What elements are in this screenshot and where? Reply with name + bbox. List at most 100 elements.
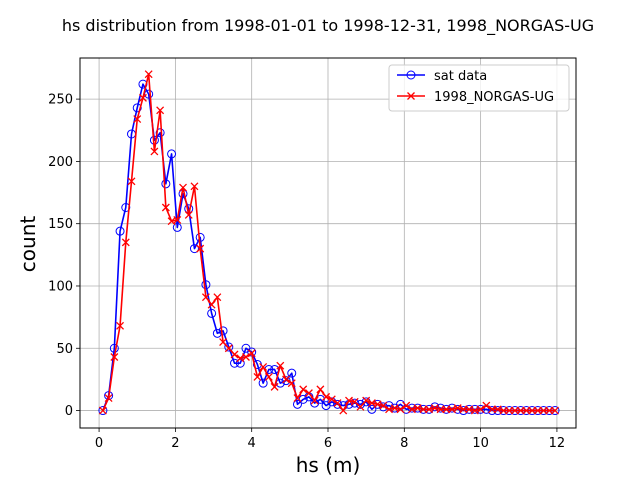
y-tick-label: 200	[48, 155, 73, 170]
data-point	[367, 404, 377, 414]
data-point	[173, 215, 182, 224]
data-point	[551, 406, 559, 415]
grid	[80, 58, 576, 428]
data-point	[219, 338, 228, 347]
data-point	[287, 368, 297, 378]
data-point	[104, 394, 113, 403]
data-point	[419, 405, 428, 414]
data-point	[333, 399, 343, 409]
data-point	[196, 244, 205, 253]
data-point	[213, 293, 222, 302]
x-tick-label: 0	[95, 436, 103, 451]
data-point	[156, 106, 165, 115]
data-point	[259, 362, 268, 371]
legend-label-sat: sat data	[434, 69, 487, 84]
data-point	[115, 226, 125, 236]
axis-ticks: 0 2 4 6 8 10 12 0 50 100 150 200 250	[48, 93, 565, 451]
data-point	[172, 222, 182, 232]
data-point	[224, 342, 234, 352]
legend-marker	[406, 70, 416, 80]
data-point	[247, 349, 256, 358]
data-point	[488, 405, 497, 414]
y-axis-label: count	[16, 216, 40, 273]
data-point	[189, 244, 199, 254]
data-point	[442, 405, 451, 414]
series-model	[98, 70, 559, 415]
data-point	[218, 326, 228, 336]
x-tick-label: 2	[171, 436, 179, 451]
data-point	[258, 378, 268, 388]
x-tick-label: 10	[472, 436, 489, 451]
data-point	[539, 406, 548, 415]
data-point	[133, 115, 142, 124]
data-point	[201, 293, 210, 302]
data-point	[299, 385, 308, 394]
data-point	[293, 394, 302, 403]
data-point	[109, 343, 119, 353]
data-point	[522, 406, 531, 415]
data-point	[528, 406, 537, 415]
data-point	[150, 147, 159, 156]
series-line	[102, 73, 556, 412]
data-point	[155, 128, 165, 138]
data-point	[121, 238, 130, 247]
data-point	[287, 379, 296, 388]
data-point	[292, 399, 302, 409]
data-point	[201, 280, 211, 290]
x-tick-label: 8	[400, 436, 408, 451]
data-point	[190, 182, 199, 191]
data-point	[510, 406, 519, 415]
data-point	[144, 70, 153, 79]
data-point	[270, 382, 279, 391]
data-point	[224, 344, 233, 353]
data-point	[132, 103, 142, 113]
y-tick-label: 50	[56, 342, 73, 357]
x-tick-label: 4	[248, 436, 256, 451]
data-point	[379, 401, 388, 410]
data-point	[310, 396, 319, 405]
data-point	[161, 179, 171, 189]
chart-title: hs distribution from 1998-01-01 to 1998-…	[62, 16, 594, 36]
data-point	[356, 402, 365, 411]
data-point	[396, 405, 405, 414]
data-point	[505, 406, 514, 415]
data-point	[362, 396, 371, 405]
data-point	[230, 350, 239, 359]
data-point	[339, 406, 348, 415]
data-point	[333, 399, 342, 408]
data-point	[304, 389, 313, 398]
data-point	[545, 406, 554, 415]
data-point	[276, 361, 285, 370]
data-point	[179, 183, 187, 192]
data-point	[98, 406, 107, 415]
data-point	[253, 372, 262, 381]
data-point	[322, 392, 331, 401]
data-point	[207, 308, 217, 318]
data-point	[230, 358, 240, 368]
data-point	[161, 203, 170, 212]
data-point	[436, 405, 445, 414]
legend-label-model: 1998_NORGAS-UG	[434, 90, 554, 105]
data-point	[482, 401, 491, 410]
data-point	[533, 406, 542, 415]
data-point	[499, 406, 508, 415]
data-point	[127, 177, 136, 186]
legend-box	[388, 64, 570, 112]
data-point	[242, 353, 250, 361]
legend-marker	[407, 92, 415, 100]
legend: sat data 1998_NORGAS-UG	[388, 64, 570, 112]
data-point	[282, 375, 290, 384]
data-point	[184, 211, 193, 219]
data-point	[516, 406, 525, 415]
data-point	[476, 405, 485, 414]
data-point	[110, 353, 119, 361]
series-layer	[98, 70, 560, 416]
data-point	[235, 358, 245, 368]
data-point	[459, 405, 468, 414]
x-tick-label: 6	[324, 436, 332, 451]
data-point	[327, 395, 336, 404]
data-point	[316, 385, 325, 394]
y-tick-label: 0	[65, 404, 73, 419]
